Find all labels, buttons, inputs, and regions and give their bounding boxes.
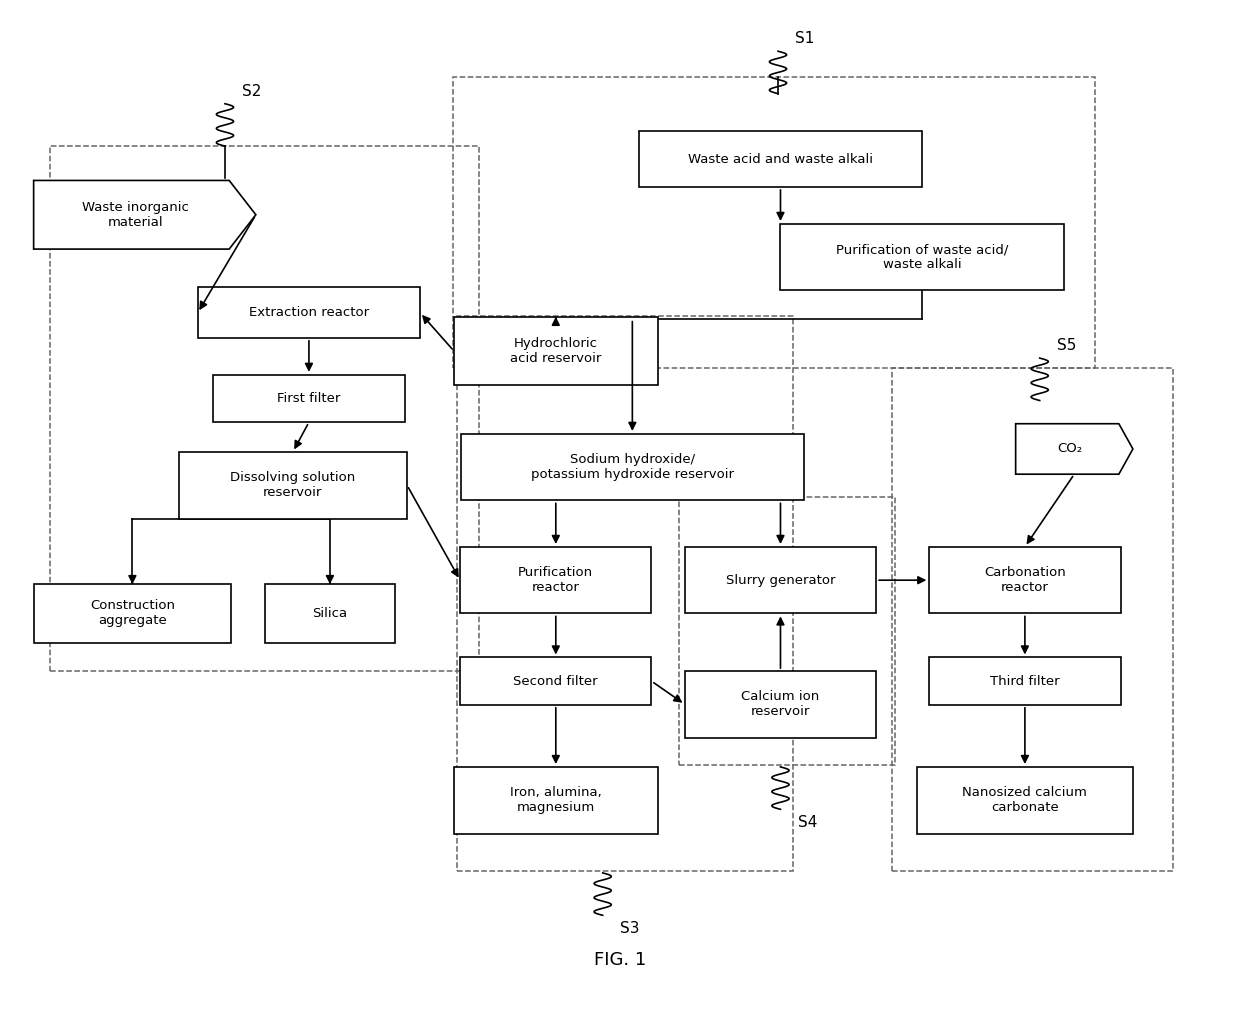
Text: Third filter: Third filter	[990, 675, 1060, 687]
Text: Purification of waste acid/
waste alkali: Purification of waste acid/ waste alkali	[836, 244, 1008, 271]
FancyBboxPatch shape	[454, 767, 657, 833]
Text: Nanosized calcium
carbonate: Nanosized calcium carbonate	[962, 787, 1087, 814]
FancyBboxPatch shape	[198, 287, 420, 338]
FancyBboxPatch shape	[639, 132, 923, 187]
FancyBboxPatch shape	[929, 547, 1121, 613]
Text: S2: S2	[242, 83, 262, 98]
FancyBboxPatch shape	[929, 658, 1121, 704]
Text: S1: S1	[795, 31, 815, 46]
Text: Slurry generator: Slurry generator	[725, 573, 836, 587]
Polygon shape	[1016, 423, 1133, 474]
FancyBboxPatch shape	[684, 547, 877, 613]
Text: S5: S5	[1056, 338, 1076, 353]
FancyBboxPatch shape	[684, 671, 877, 738]
Text: First filter: First filter	[278, 392, 341, 405]
Text: Carbonation
reactor: Carbonation reactor	[985, 566, 1065, 594]
FancyBboxPatch shape	[460, 658, 651, 704]
FancyBboxPatch shape	[213, 375, 404, 422]
Polygon shape	[33, 181, 255, 249]
FancyBboxPatch shape	[454, 317, 657, 386]
FancyBboxPatch shape	[460, 547, 651, 613]
Text: Waste acid and waste alkali: Waste acid and waste alkali	[688, 152, 873, 165]
Text: Construction
aggregate: Construction aggregate	[89, 600, 175, 627]
FancyBboxPatch shape	[461, 433, 804, 500]
Text: Sodium hydroxide/
potassium hydroxide reservoir: Sodium hydroxide/ potassium hydroxide re…	[531, 453, 734, 481]
Text: Waste inorganic
material: Waste inorganic material	[82, 201, 190, 228]
FancyBboxPatch shape	[33, 585, 231, 642]
Text: Iron, alumina,
magnesium: Iron, alumina, magnesium	[510, 787, 601, 814]
FancyBboxPatch shape	[916, 767, 1133, 833]
FancyBboxPatch shape	[780, 224, 1064, 290]
Text: Extraction reactor: Extraction reactor	[249, 307, 370, 319]
Text: Calcium ion
reservoir: Calcium ion reservoir	[742, 690, 820, 719]
Text: Purification
reactor: Purification reactor	[518, 566, 594, 594]
FancyBboxPatch shape	[265, 585, 394, 642]
Text: Dissolving solution
reservoir: Dissolving solution reservoir	[231, 471, 356, 499]
Text: Silica: Silica	[312, 607, 347, 620]
Text: FIG. 1: FIG. 1	[594, 951, 646, 968]
Text: S4: S4	[797, 815, 817, 830]
FancyBboxPatch shape	[179, 452, 407, 519]
Text: Second filter: Second filter	[513, 675, 598, 687]
Text: CO₂: CO₂	[1056, 443, 1083, 456]
Text: Hydrochloric
acid reservoir: Hydrochloric acid reservoir	[510, 337, 601, 365]
Text: S3: S3	[620, 922, 640, 937]
